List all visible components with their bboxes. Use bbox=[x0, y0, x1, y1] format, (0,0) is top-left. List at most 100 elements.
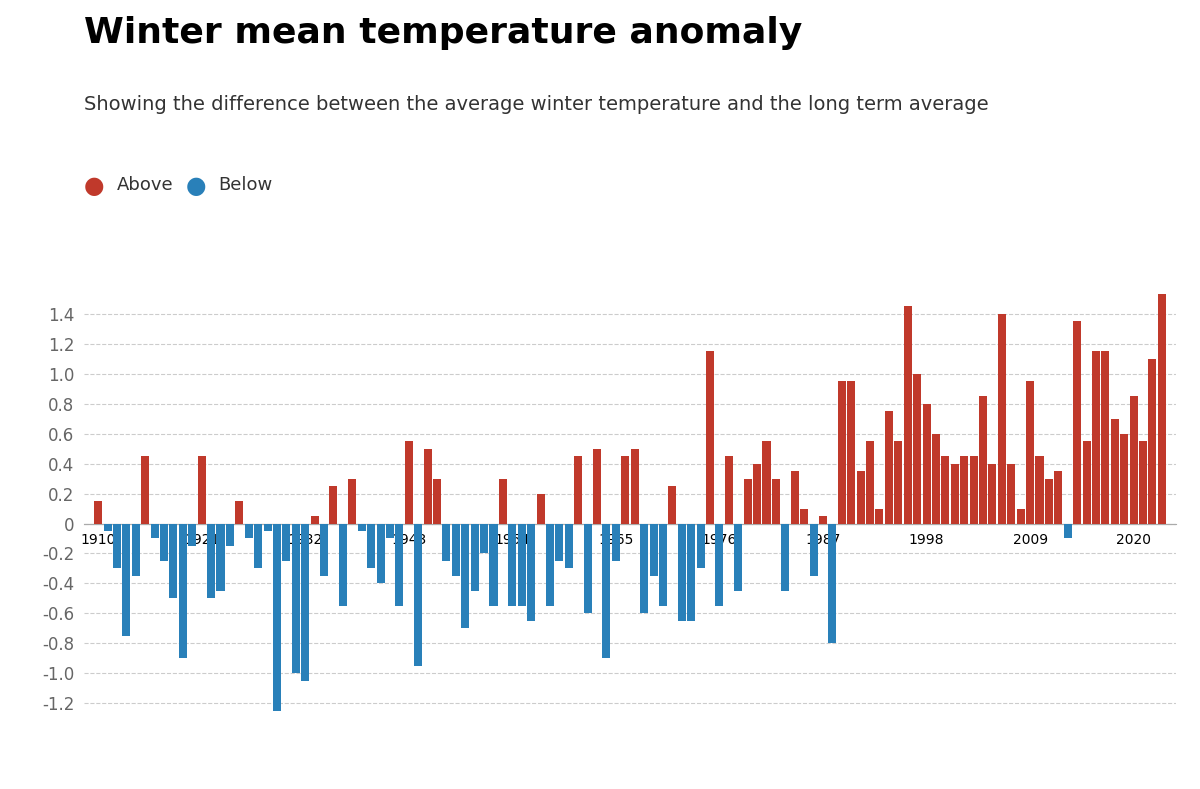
Bar bbox=[1102, 351, 1109, 524]
Bar bbox=[989, 464, 996, 524]
Bar bbox=[235, 501, 244, 524]
Bar bbox=[602, 524, 611, 658]
Bar bbox=[950, 464, 959, 524]
Text: Below: Below bbox=[218, 176, 272, 194]
Bar bbox=[612, 524, 620, 561]
Bar bbox=[377, 524, 384, 584]
Bar bbox=[254, 524, 262, 568]
Bar bbox=[226, 524, 234, 546]
Bar bbox=[358, 524, 366, 531]
Bar bbox=[395, 524, 403, 606]
Bar bbox=[556, 524, 563, 561]
Bar bbox=[480, 524, 488, 554]
Bar bbox=[1129, 396, 1138, 524]
Bar bbox=[338, 524, 347, 606]
Bar bbox=[536, 494, 545, 524]
Bar bbox=[208, 524, 215, 599]
Bar bbox=[470, 524, 479, 591]
Bar bbox=[640, 524, 648, 614]
Bar bbox=[386, 524, 394, 539]
Bar bbox=[772, 478, 780, 524]
Bar bbox=[179, 524, 187, 658]
Bar bbox=[575, 456, 582, 524]
Bar bbox=[725, 456, 733, 524]
Bar bbox=[688, 524, 695, 621]
Bar bbox=[1036, 456, 1044, 524]
Bar bbox=[132, 524, 139, 576]
Bar bbox=[292, 524, 300, 674]
Bar bbox=[932, 434, 940, 524]
Bar bbox=[622, 456, 629, 524]
Bar bbox=[810, 524, 817, 576]
Bar bbox=[546, 524, 554, 606]
Bar bbox=[970, 456, 978, 524]
Text: ●: ● bbox=[84, 174, 104, 197]
Bar bbox=[424, 448, 432, 524]
Bar bbox=[734, 524, 743, 591]
Bar bbox=[216, 524, 224, 591]
Bar bbox=[706, 351, 714, 524]
Bar bbox=[781, 524, 790, 591]
Text: Winter mean temperature anomaly: Winter mean temperature anomaly bbox=[84, 16, 803, 50]
Bar bbox=[113, 524, 121, 568]
Bar bbox=[791, 471, 799, 524]
Bar bbox=[1016, 509, 1025, 524]
Bar bbox=[301, 524, 310, 681]
Bar bbox=[828, 524, 836, 644]
Bar bbox=[1148, 358, 1157, 524]
Bar bbox=[894, 441, 902, 524]
Bar bbox=[404, 441, 413, 524]
Bar bbox=[452, 524, 460, 576]
Bar bbox=[122, 524, 131, 636]
Text: ●: ● bbox=[186, 174, 206, 197]
Bar bbox=[866, 441, 874, 524]
Bar bbox=[1045, 478, 1052, 524]
Bar bbox=[583, 524, 592, 614]
Bar bbox=[979, 396, 988, 524]
Bar bbox=[678, 524, 685, 621]
Bar bbox=[762, 441, 770, 524]
Bar bbox=[913, 374, 922, 524]
Text: Above: Above bbox=[116, 176, 173, 194]
Bar bbox=[649, 524, 658, 576]
Bar bbox=[272, 524, 281, 711]
Bar bbox=[490, 524, 498, 606]
Bar bbox=[1121, 434, 1128, 524]
Bar bbox=[659, 524, 667, 606]
Bar bbox=[348, 478, 356, 524]
Bar bbox=[923, 404, 930, 524]
Bar bbox=[443, 524, 450, 561]
Bar bbox=[169, 524, 178, 599]
Bar bbox=[94, 501, 102, 524]
Bar bbox=[160, 524, 168, 561]
Bar bbox=[103, 524, 112, 531]
Bar bbox=[461, 524, 469, 628]
Bar bbox=[282, 524, 290, 561]
Bar bbox=[367, 524, 376, 568]
Bar bbox=[565, 524, 572, 568]
Text: Showing the difference between the average winter temperature and the long term : Showing the difference between the avera… bbox=[84, 95, 989, 114]
Bar bbox=[245, 524, 253, 539]
Bar bbox=[1111, 419, 1118, 524]
Bar bbox=[998, 314, 1006, 524]
Bar bbox=[1158, 294, 1166, 524]
Bar bbox=[311, 516, 319, 524]
Bar bbox=[264, 524, 271, 531]
Bar bbox=[904, 306, 912, 524]
Bar bbox=[631, 448, 638, 524]
Bar bbox=[754, 464, 761, 524]
Bar bbox=[800, 509, 808, 524]
Bar bbox=[960, 456, 968, 524]
Bar bbox=[744, 478, 751, 524]
Bar bbox=[151, 524, 158, 539]
Bar bbox=[1082, 441, 1091, 524]
Bar bbox=[838, 381, 846, 524]
Bar bbox=[1026, 381, 1034, 524]
Bar bbox=[847, 381, 856, 524]
Bar bbox=[198, 456, 205, 524]
Bar bbox=[414, 524, 422, 666]
Bar bbox=[188, 524, 197, 546]
Bar bbox=[857, 471, 865, 524]
Bar bbox=[1073, 321, 1081, 524]
Bar bbox=[320, 524, 328, 576]
